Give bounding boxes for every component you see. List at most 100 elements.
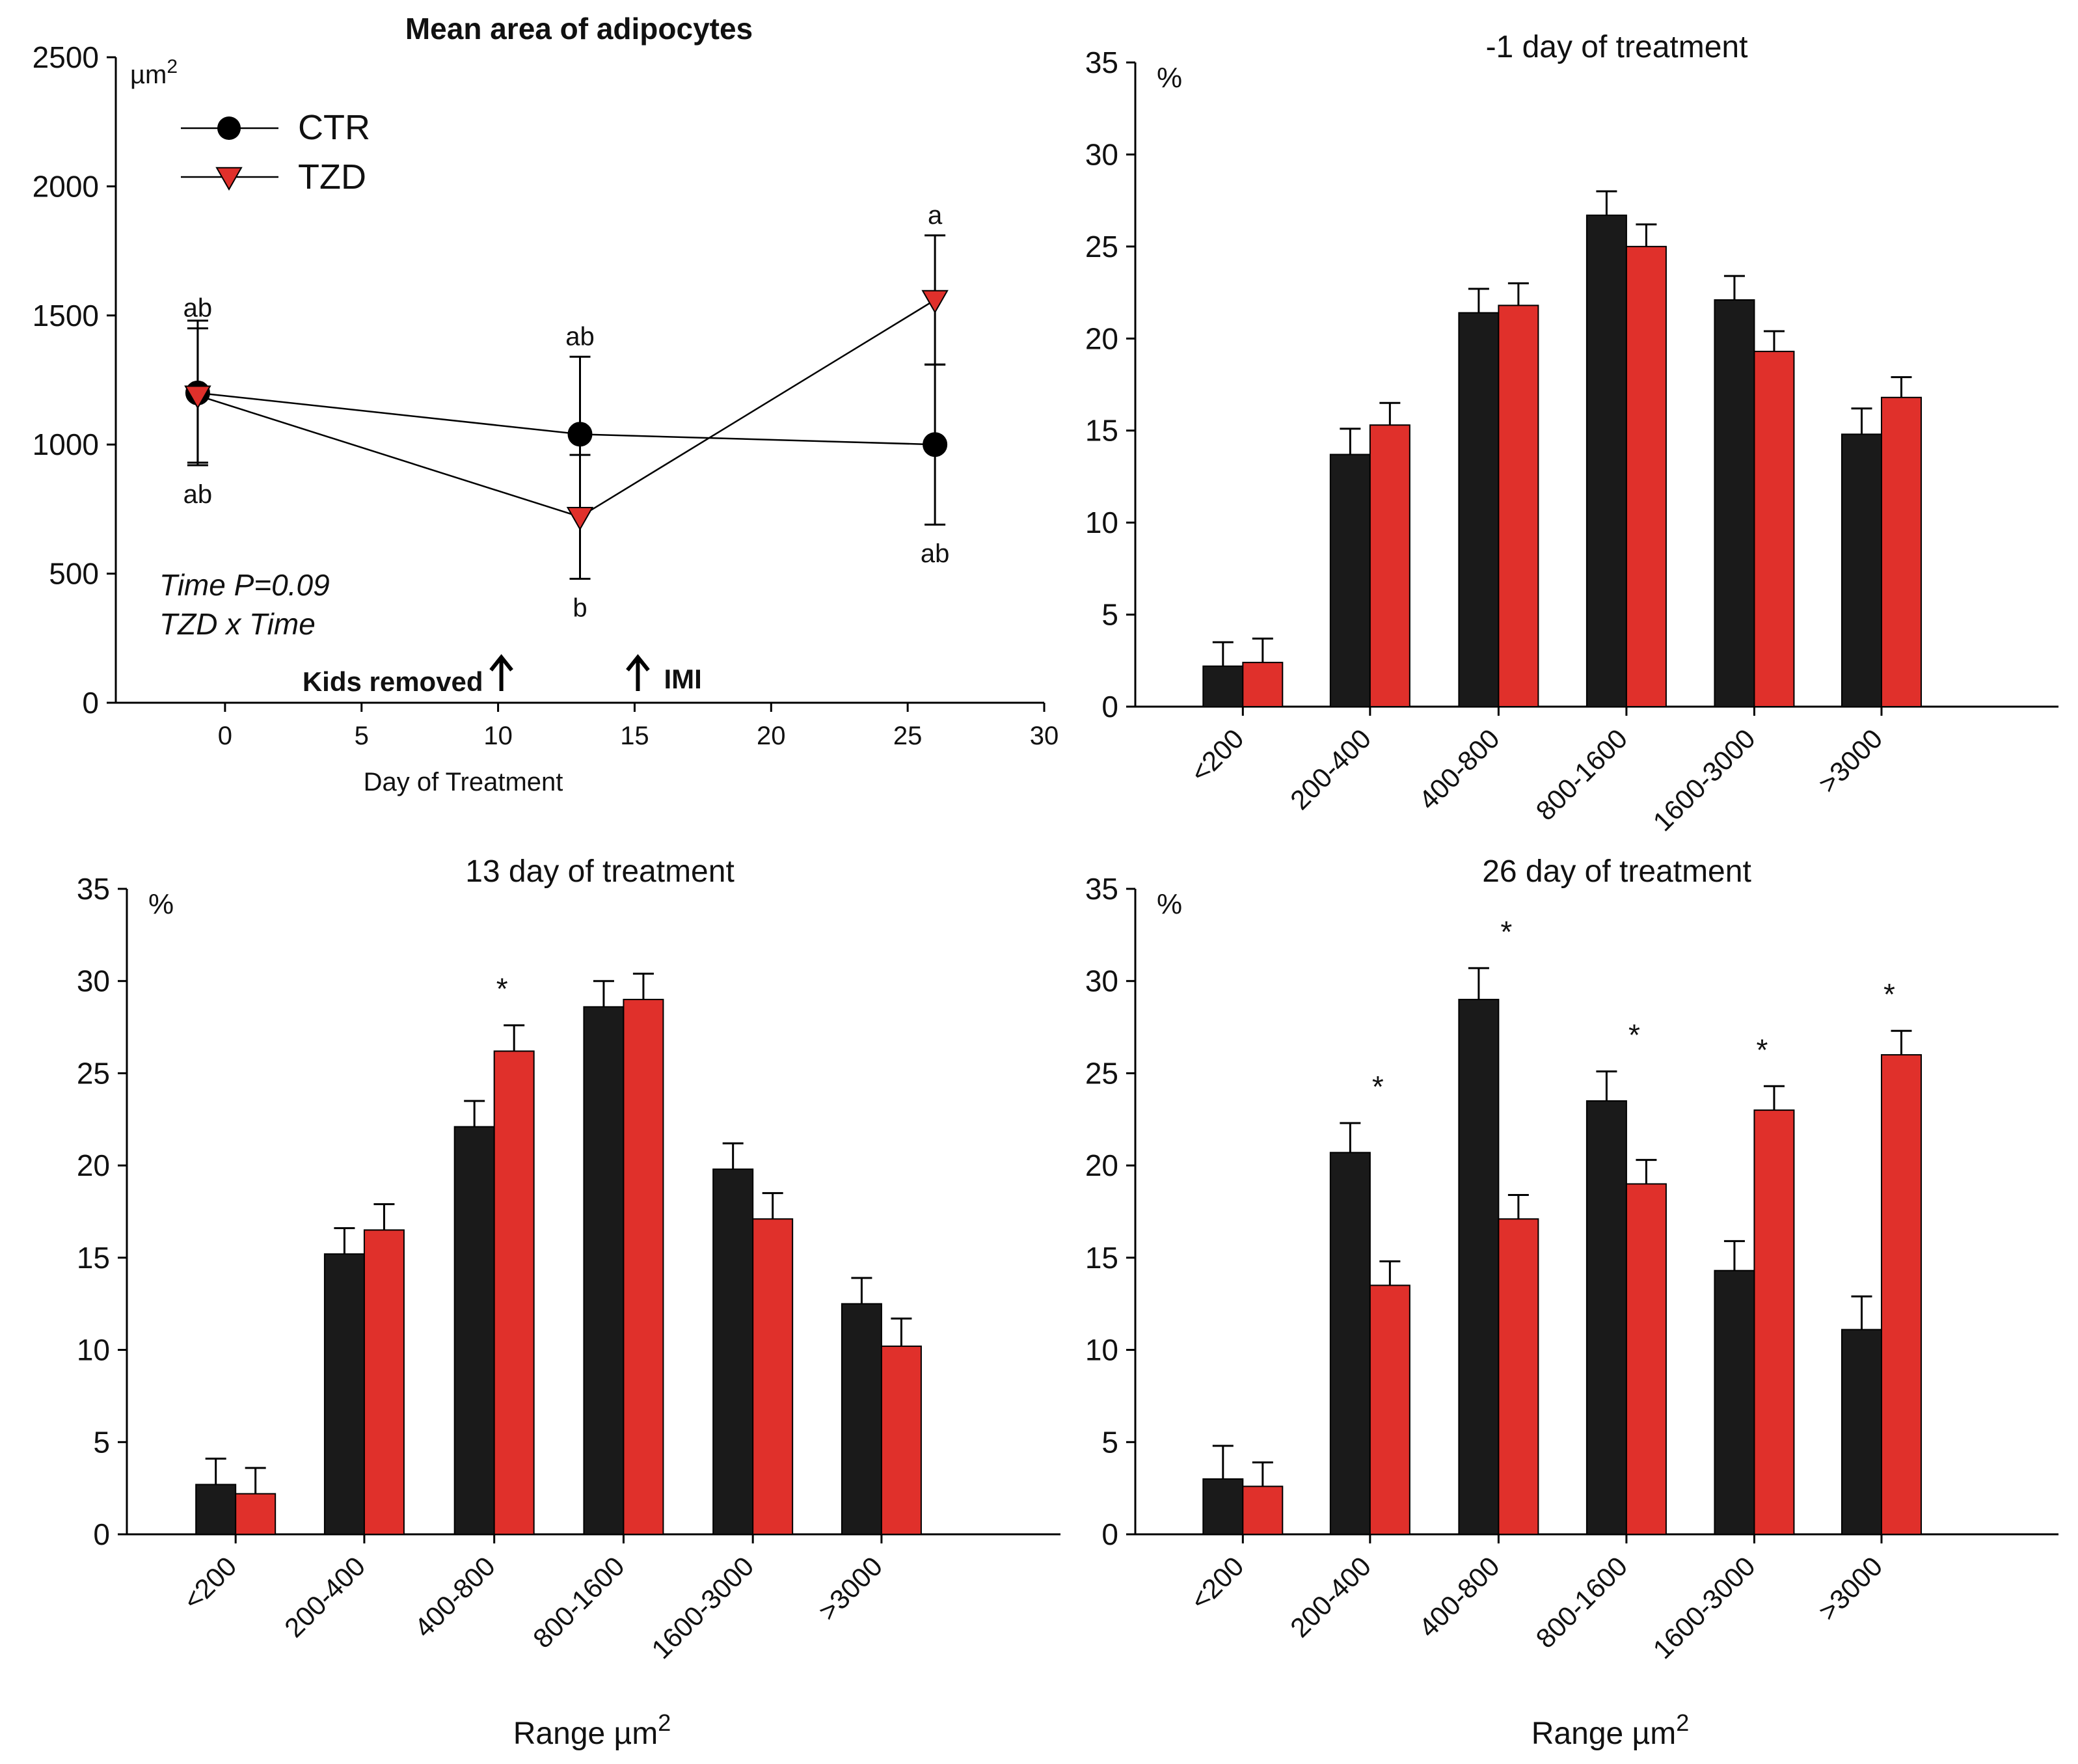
y-tick-label: 0 — [1101, 1517, 1118, 1551]
bar-tzd — [1753, 1109, 1795, 1535]
y-tick-label: 1000 — [33, 427, 99, 461]
significance-star: * — [1628, 1018, 1640, 1052]
y-tick-label: 10 — [1085, 506, 1118, 539]
y-tick-label: 0 — [93, 1517, 110, 1551]
bar-ctr — [195, 1484, 237, 1536]
bar-ctr — [1714, 299, 1755, 707]
x-tick-label: 800-1600 — [1530, 723, 1634, 826]
marker-tzd — [921, 290, 949, 314]
bar-ctr — [1585, 214, 1627, 707]
bar-tzd — [1625, 1183, 1667, 1535]
significance-star: * — [1883, 977, 1895, 1011]
y-tick-label: 15 — [1085, 1241, 1118, 1275]
y-axis-label: % — [1157, 62, 1182, 94]
annotation-imi: IMI — [664, 664, 701, 694]
y-tick-label: 15 — [77, 1241, 110, 1275]
marker-ctr — [923, 432, 948, 457]
legend-label-tzd: TZD — [298, 157, 366, 197]
x-tick-label: 200-400 — [1284, 1551, 1377, 1643]
marker-tzd — [566, 507, 594, 531]
y-tick-label: 0 — [1101, 690, 1118, 724]
y-tick-label: 5 — [1101, 598, 1118, 632]
x-tick-label: 800-1600 — [527, 1551, 630, 1654]
y-axis-label: µm2 — [130, 56, 178, 90]
bar-tzd — [493, 1050, 535, 1535]
legend-marker-tzd — [215, 167, 243, 191]
significance-star: * — [1372, 1070, 1384, 1104]
y-tick-label: 20 — [77, 1148, 110, 1182]
x-tick-label: 1600-3000 — [645, 1551, 759, 1664]
bar-ctr — [1714, 1269, 1755, 1535]
y-tick-label: 15 — [1085, 414, 1118, 448]
y-tick-label: 2000 — [33, 169, 99, 203]
x-axis-label: Range µm2 — [1532, 1709, 1689, 1752]
significance-star: * — [496, 972, 508, 1006]
x-tick-label: 10 — [483, 722, 513, 750]
bar-tzd — [1880, 396, 1922, 707]
x-tick-label: 15 — [620, 722, 649, 750]
bar-ctr — [1202, 665, 1244, 707]
y-tick-label: 35 — [77, 872, 110, 906]
bar-chart-day-minus-1: 0 5 10 15 20 25 30 35 -1 day of treatment% <200 20… — [1085, 30, 2058, 837]
bar-ctr — [323, 1253, 365, 1536]
y-tick-label: 25 — [1085, 1056, 1118, 1090]
bar-ctr — [1329, 1152, 1371, 1535]
line-chart-mean-area: 0 500 1000 1500 2000 2500 0 5 10 15 20 25 30 Mean are… — [33, 12, 1059, 796]
bar-ctr — [1458, 999, 1500, 1535]
x-tick-label: 400-800 — [409, 1551, 501, 1643]
x-tick-label: >3000 — [813, 1551, 889, 1627]
y-tick-label: 10 — [1085, 1333, 1118, 1367]
bar-chart-day-13: 0 5 10 15 20 25 30 35 13 day of treatment% <200 20… — [77, 854, 1060, 1751]
bar-chart-day-26: 0 5 10 15 20 25 30 35 26 day of treatment% <200 20… — [1085, 854, 2058, 1751]
annotation-kids-removed: Kids removed — [303, 666, 483, 697]
stats-text: Time P=0.09 — [159, 568, 330, 602]
bar-ctr — [1841, 433, 1882, 707]
x-tick-label: 25 — [893, 722, 923, 750]
legend-marker-ctr — [217, 116, 241, 140]
x-tick-label: 5 — [355, 722, 369, 750]
x-tick-label: 200-400 — [1284, 723, 1377, 815]
significance-letter: ab — [183, 480, 213, 509]
y-tick-label: 25 — [1085, 230, 1118, 264]
y-tick-label: 2500 — [33, 40, 99, 74]
y-tick-label: 25 — [77, 1056, 110, 1090]
x-axis-label: Range µm2 — [513, 1709, 671, 1752]
bar-ctr — [1329, 454, 1371, 707]
significance-letter: ab — [183, 294, 213, 323]
y-tick-label: 5 — [93, 1425, 110, 1459]
bar-tzd — [1369, 424, 1410, 707]
y-tick-label: 35 — [1085, 46, 1118, 79]
arrow-head — [489, 654, 513, 672]
y-tick-label: 10 — [77, 1333, 110, 1367]
x-tick-label: 400-800 — [1413, 1551, 1505, 1643]
bar-tzd — [1753, 351, 1795, 707]
bar-tzd — [1625, 245, 1667, 708]
significance-letter: ab — [921, 539, 950, 568]
x-tick-label: <200 — [1185, 1551, 1250, 1616]
x-tick-label: 800-1600 — [1530, 1551, 1634, 1654]
x-tick-label: >3000 — [1813, 1551, 1889, 1627]
bar-tzd — [1369, 1284, 1410, 1536]
bar-ctr — [453, 1126, 495, 1535]
bar-tzd — [1498, 305, 1539, 708]
x-tick-label: 0 — [218, 722, 232, 750]
x-tick-label: 20 — [757, 722, 786, 750]
y-tick-label: 30 — [1085, 964, 1118, 998]
bar-tzd — [1498, 1218, 1539, 1536]
x-axis-label: Day of Treatment — [364, 768, 563, 796]
x-tick-label: <200 — [177, 1551, 242, 1616]
bar-ctr — [1585, 1100, 1627, 1535]
marker-tzd — [184, 385, 211, 409]
bar-ctr — [583, 1006, 625, 1535]
y-tick-label: 0 — [82, 686, 99, 720]
y-tick-label: 1500 — [33, 299, 99, 332]
bar-ctr — [1841, 1329, 1882, 1535]
bar-tzd — [880, 1345, 922, 1535]
bar-tzd — [1880, 1054, 1922, 1535]
bar-ctr — [1202, 1478, 1244, 1536]
x-tick-label: <200 — [1185, 723, 1250, 788]
series-line-ctr — [197, 392, 936, 446]
significance-letter: b — [573, 594, 587, 623]
chart-title: 13 day of treatment — [465, 854, 735, 889]
